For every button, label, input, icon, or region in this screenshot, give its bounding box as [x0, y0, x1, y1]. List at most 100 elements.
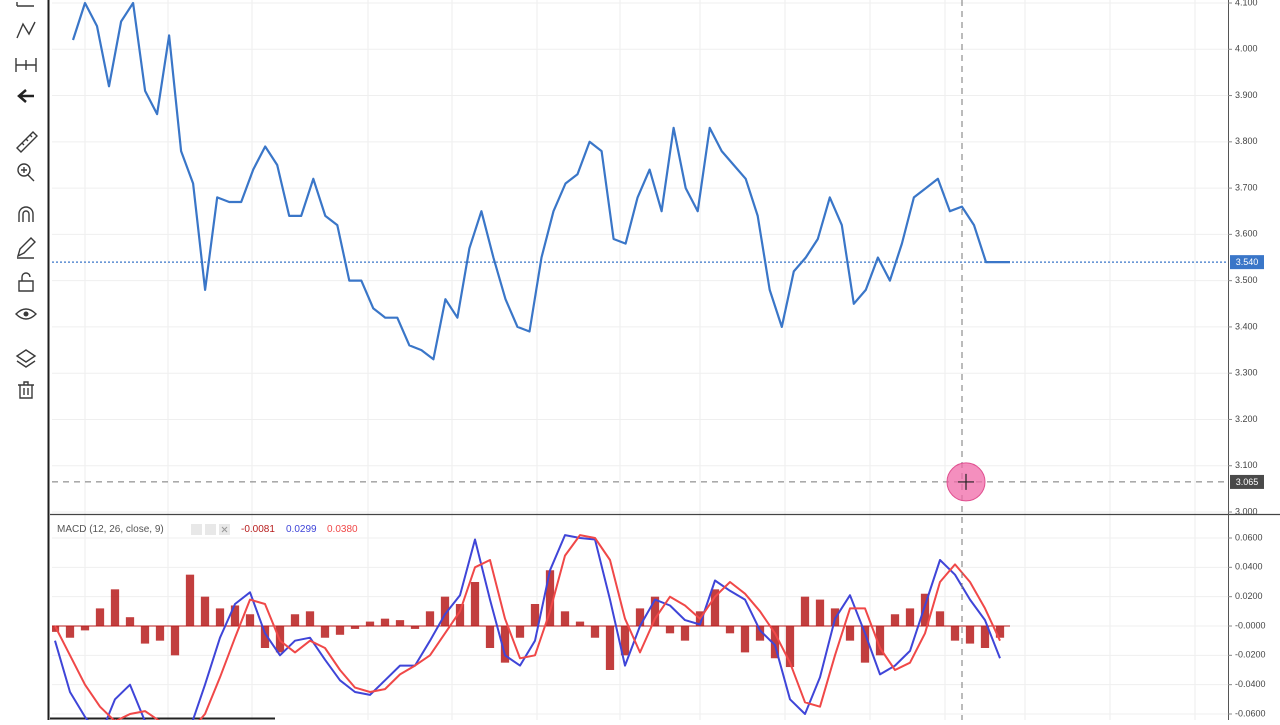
y-tick-label: -0.0400 — [1235, 679, 1266, 689]
y-tick-label: 3.200 — [1235, 414, 1258, 424]
y-tick-label: 0.0600 — [1235, 532, 1263, 542]
readout-macd: 0.0299 — [286, 524, 317, 535]
y-tick-label: 0.0400 — [1235, 562, 1263, 572]
y-tick-label: 0.0200 — [1235, 591, 1263, 601]
histogram-bar — [725, 625, 735, 634]
btn-hide[interactable] — [191, 524, 202, 535]
histogram-bar — [770, 625, 780, 659]
y-tick-label: 3.800 — [1235, 136, 1258, 146]
histogram-bar — [350, 625, 360, 629]
histogram-bar — [845, 625, 855, 641]
tool-back[interactable] — [17, 89, 34, 103]
y-tick-label: 4.000 — [1235, 44, 1258, 54]
macd-panel: -0.0600 -0.0400 -0.0200 -0.0000 0.0200 0.0400… — [52, 532, 1266, 720]
y-tick-label: 3.700 — [1235, 182, 1258, 192]
price-panel: 3.000 3.100 3.200 3.300 3.400 3.500 3.600 3.700… — [52, 0, 1264, 516]
histogram-bar — [185, 574, 195, 626]
histogram-bar — [65, 625, 75, 638]
y-tick-label: 3.000 — [1235, 506, 1258, 516]
tool-fib[interactable] — [15, 58, 37, 72]
histogram-bar — [995, 625, 1005, 638]
tool-ruler[interactable] — [16, 131, 38, 153]
histogram-bar — [920, 593, 930, 626]
histogram-bar — [125, 617, 135, 626]
histogram-bar — [305, 611, 315, 626]
toolbar — [0, 0, 50, 720]
histogram-bar — [320, 625, 330, 638]
y-tick-label: 3.400 — [1235, 321, 1258, 331]
histogram-bar — [950, 625, 960, 641]
y-tick-label: -0.0600 — [1235, 708, 1266, 718]
tool-pattern[interactable] — [16, 21, 36, 39]
histogram-bar — [710, 589, 720, 626]
histogram-bar — [95, 608, 105, 626]
histogram-bar — [365, 621, 375, 626]
histogram-bar — [965, 625, 975, 644]
last-price-badge — [1230, 255, 1264, 270]
tool-zoom[interactable] — [17, 163, 31, 177]
tool-magnet[interactable] — [18, 206, 34, 222]
histogram-bar — [260, 625, 270, 648]
histogram-bar — [380, 618, 390, 626]
y-tick-label: 3.500 — [1235, 275, 1258, 285]
histogram-bar — [215, 608, 225, 626]
tool-eye-pupil — [23, 311, 29, 317]
y-tick-label: 3.100 — [1235, 460, 1258, 470]
histogram-bar — [230, 605, 240, 626]
tool-lines[interactable] — [16, 2, 34, 7]
histogram-bar — [740, 625, 750, 653]
histogram-bar — [635, 608, 645, 626]
tool-pencil[interactable] — [16, 237, 36, 259]
y-tick-label: 4.100 — [1235, 0, 1258, 7]
series-line — [54, 534, 1001, 720]
histogram-bar — [620, 625, 630, 656]
crosshair-badge — [1230, 474, 1264, 489]
histogram-bar — [800, 596, 810, 626]
histogram-bar — [455, 603, 465, 626]
histogram-bar — [410, 625, 420, 629]
histogram-bar — [980, 625, 990, 648]
cursor-cross — [958, 473, 974, 490]
btn-remove-x — [221, 526, 228, 533]
histogram-bar — [500, 625, 510, 663]
histogram-bar — [155, 625, 165, 641]
indicator-buttons — [191, 524, 230, 535]
histogram-bar — [890, 614, 900, 626]
y-tick-label: 3.300 — [1235, 368, 1258, 378]
histogram-bar — [485, 625, 495, 648]
histogram-bar — [590, 625, 600, 638]
y-tick-label: 3.900 — [1235, 90, 1258, 100]
histogram-bar — [755, 625, 765, 641]
histogram-bar — [650, 596, 660, 626]
btn-settings[interactable] — [205, 524, 216, 535]
histogram-bar — [290, 614, 300, 626]
series-line — [54, 534, 1001, 720]
tool-trash[interactable] — [18, 381, 34, 399]
y-tick-label: 3.600 — [1235, 229, 1258, 239]
histogram-bar — [605, 625, 615, 670]
y-tick-label: -0.0200 — [1235, 650, 1266, 660]
histogram-bar — [530, 603, 540, 626]
histogram-bar — [140, 625, 150, 644]
histogram-bar — [815, 599, 825, 626]
crosshair-overlay: 3.065 — [52, 0, 1264, 720]
histogram-bar — [110, 589, 120, 626]
histogram-bar — [575, 621, 585, 626]
histogram-bar — [680, 625, 690, 641]
histogram-bar — [560, 611, 570, 626]
histogram-bar — [785, 625, 795, 668]
tool-eye[interactable] — [15, 308, 37, 320]
tool-lock[interactable] — [18, 272, 34, 292]
series-line — [71, 1, 1010, 361]
indicator-title: MACD (12, 26, close, 9) — [57, 524, 164, 535]
readout-histogram: -0.0081 — [241, 524, 275, 535]
histogram-bar — [245, 614, 255, 626]
histogram-bar — [860, 625, 870, 663]
tool-layers[interactable] — [15, 349, 37, 368]
histogram-bar — [440, 596, 450, 626]
histogram-bar — [545, 570, 555, 626]
histogram-bar — [935, 611, 945, 626]
histogram-bar — [200, 596, 210, 626]
